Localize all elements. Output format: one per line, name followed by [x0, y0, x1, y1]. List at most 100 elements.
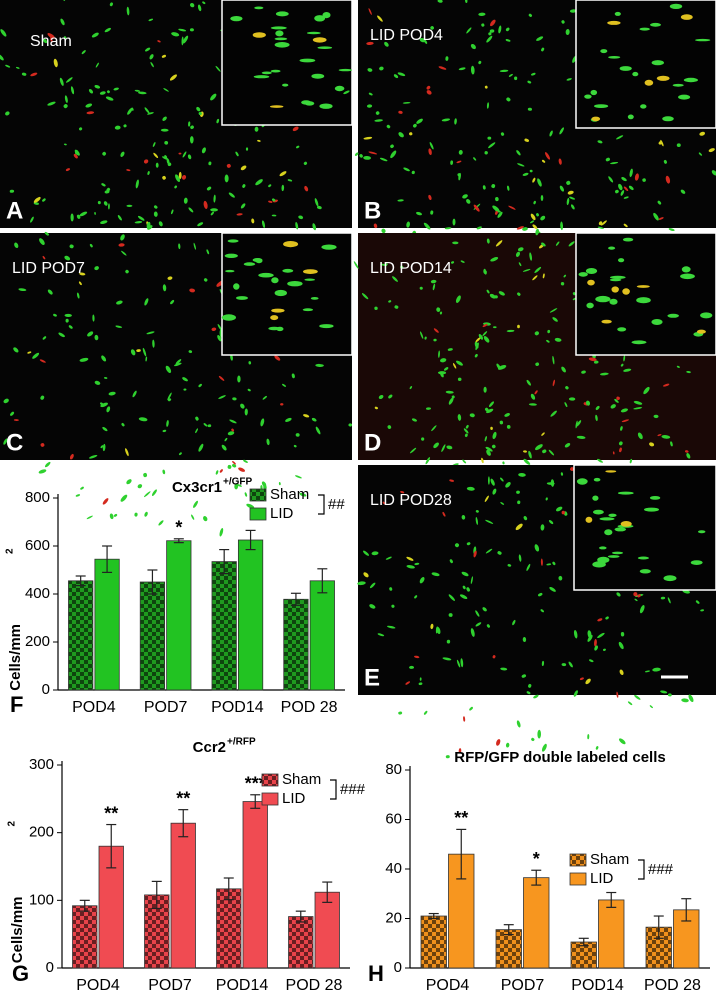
cell: [686, 370, 691, 374]
cell: [136, 349, 141, 352]
cell: [53, 313, 57, 317]
cell: [475, 610, 480, 617]
cell: [47, 101, 56, 106]
cell: [591, 116, 601, 122]
cell: [464, 433, 468, 438]
cell: [517, 324, 520, 329]
cell: [152, 339, 155, 348]
cell: [86, 111, 95, 115]
cell: [210, 211, 214, 216]
bar: [216, 888, 242, 969]
cell: [32, 352, 40, 359]
cell: [142, 347, 147, 357]
cell: [217, 335, 222, 342]
cell: [589, 659, 594, 663]
cell: [642, 178, 646, 182]
cell: [187, 154, 192, 160]
cell: [147, 112, 154, 115]
y-tick-label: 400: [25, 585, 50, 602]
cell: [203, 423, 208, 427]
cell: [462, 585, 466, 590]
cell: [649, 496, 661, 500]
cell: [126, 6, 130, 16]
cell: [594, 645, 598, 651]
cell: [470, 65, 475, 75]
cell: [620, 408, 628, 413]
cell: [9, 189, 15, 193]
cell: [482, 331, 488, 337]
cell: [224, 174, 229, 183]
cell: [379, 157, 388, 162]
cell: [229, 419, 237, 424]
cell: [485, 407, 489, 412]
cell: [660, 690, 668, 694]
cell: [518, 554, 522, 562]
cell: [486, 35, 493, 43]
cell: [397, 199, 404, 202]
cell: [610, 404, 616, 409]
cell: [414, 655, 420, 659]
error-bar: [219, 548, 230, 575]
cell: [423, 710, 428, 715]
cell: [42, 336, 47, 340]
cell: [362, 550, 370, 556]
cell: [619, 669, 624, 676]
cell: [388, 394, 393, 399]
cell: [497, 551, 502, 555]
cell: [240, 403, 245, 409]
error-bar: [322, 881, 333, 903]
cell: [542, 449, 547, 454]
cell: [644, 79, 654, 86]
cell: [628, 185, 634, 191]
cell: [605, 470, 617, 473]
cell: [609, 298, 618, 305]
bar: [170, 822, 196, 969]
cell: [175, 359, 182, 365]
cell: [620, 363, 624, 367]
cell: [535, 444, 543, 451]
cell: [137, 215, 145, 221]
cell: [311, 417, 317, 422]
cell: [575, 420, 578, 429]
cell: [261, 481, 267, 487]
y-tick-label: 100: [29, 891, 54, 908]
cell: [304, 185, 309, 192]
cell: [13, 347, 19, 353]
cell: [123, 124, 127, 128]
cell: [595, 405, 600, 410]
cell: [623, 355, 626, 362]
cell: [215, 65, 221, 72]
cell: [546, 482, 555, 485]
cell: [623, 223, 628, 228]
cell: [524, 138, 530, 142]
cell: [523, 458, 531, 465]
cell: [64, 255, 71, 261]
cell: [338, 68, 353, 72]
cell: [406, 221, 410, 228]
cell: [498, 25, 502, 34]
cell: [357, 581, 366, 586]
cell: [618, 441, 623, 446]
cell: [280, 403, 284, 406]
cell: [531, 737, 535, 741]
error-bar: [250, 794, 261, 809]
cell: [522, 172, 529, 176]
cell: [429, 141, 434, 150]
cell: [125, 269, 129, 274]
cell: [476, 226, 482, 230]
cell: [442, 511, 446, 517]
cell: [452, 241, 459, 245]
cell: [58, 332, 65, 338]
cell: [63, 104, 68, 109]
cell: [585, 678, 591, 685]
cell: [568, 397, 576, 401]
panel-letter: H: [368, 961, 384, 986]
cell: [188, 121, 191, 127]
cell: [291, 373, 295, 379]
cell: [462, 194, 468, 199]
cell: [126, 204, 133, 207]
cell: [426, 407, 432, 410]
cell: [437, 0, 443, 3]
bar: [314, 891, 340, 969]
cell: [528, 13, 533, 17]
